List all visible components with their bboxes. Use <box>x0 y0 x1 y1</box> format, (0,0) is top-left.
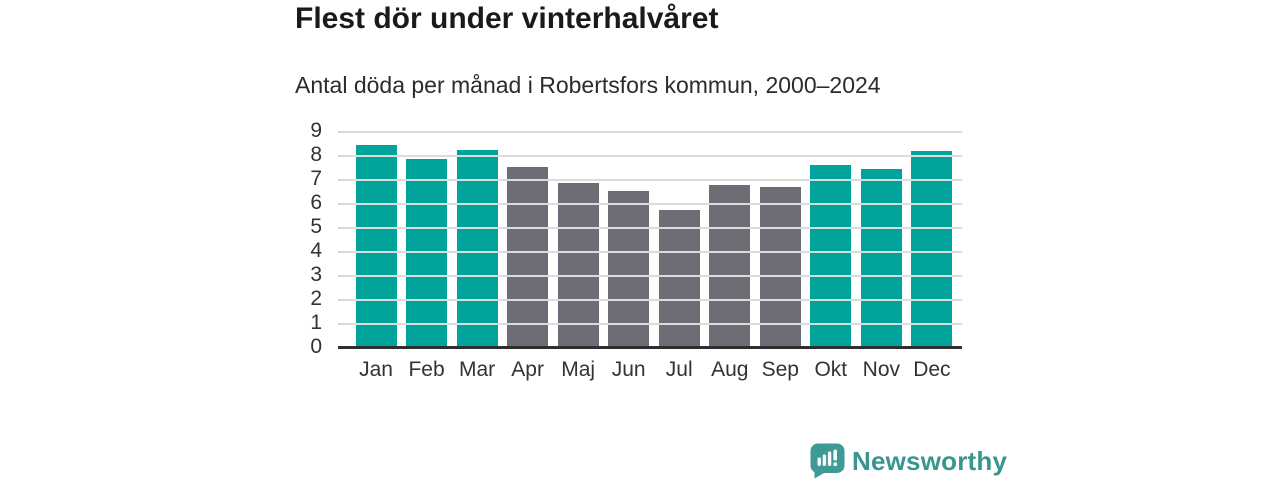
bar-apr <box>507 167 549 347</box>
x-axis-label-jan: Jan <box>359 358 393 381</box>
logo-mini-bar-chart <box>817 449 838 467</box>
bar-dec <box>911 151 953 347</box>
x-axis-label-maj: Maj <box>561 358 596 381</box>
bar-jun <box>608 191 650 347</box>
plot-area <box>338 131 962 347</box>
x-axis-label-apr: Apr <box>511 358 544 381</box>
y-axis-label-7: 7 <box>310 167 322 191</box>
bar-aug <box>709 185 751 347</box>
page-title: Flest dör under vinterhalvåret <box>295 2 719 35</box>
y-axis-label-9: 9 <box>310 119 322 143</box>
x-axis-label-okt: Okt <box>814 358 848 381</box>
newsworthy-logo-icon <box>810 443 845 479</box>
bar-jul <box>658 210 700 347</box>
y-tick-2 <box>338 299 346 301</box>
x-axis-label-sep: Sep <box>761 358 799 381</box>
x-axis-label-mar: Mar <box>459 358 496 381</box>
bar-sep <box>759 187 801 347</box>
y-tick-3 <box>338 275 346 277</box>
gridline-7 <box>346 179 962 181</box>
x-axis-label-dec: Dec <box>913 358 951 381</box>
x-axis: Jan Feb Mar Apr Maj Jun Jul Aug Sep Okt Nov Dec <box>346 358 962 382</box>
y-tick-6 <box>338 203 346 205</box>
newsworthy-logo[interactable]: Newsworthy <box>810 443 1007 479</box>
gridline-9 <box>346 131 962 133</box>
x-axis-line <box>338 346 962 349</box>
gridline-6 <box>346 203 962 205</box>
gridline-3 <box>346 275 962 277</box>
x-axis-label-jul: Jul <box>665 358 693 381</box>
x-axis-label-jun: Jun <box>611 358 646 381</box>
y-axis-label-3: 3 <box>310 263 322 287</box>
x-axis-label-feb: Feb <box>408 358 445 381</box>
y-tick-7 <box>338 179 346 181</box>
gridline-5 <box>346 227 962 229</box>
y-tick-5 <box>338 227 346 229</box>
gridline-4 <box>346 251 962 253</box>
bar-maj <box>557 182 599 347</box>
y-axis-label-6: 6 <box>310 191 322 215</box>
x-axis-label-aug: Aug <box>711 358 749 381</box>
y-axis-label-0: 0 <box>310 335 322 359</box>
bars-container <box>346 131 962 347</box>
bar-feb <box>406 158 448 347</box>
gridline-2 <box>346 299 962 301</box>
bar-nov <box>860 169 902 347</box>
x-axis-label-nov: Nov <box>862 358 901 381</box>
y-axis-label-1: 1 <box>310 311 322 335</box>
y-tick-1 <box>338 323 346 325</box>
logo-bubble <box>810 443 845 479</box>
y-axis-label-5: 5 <box>310 215 322 239</box>
bar-mar <box>456 150 498 347</box>
y-tick-8 <box>338 155 346 157</box>
y-tick-9 <box>338 131 346 133</box>
bar-okt <box>810 164 852 347</box>
newsworthy-logo-text: Newsworthy <box>852 445 1008 476</box>
gridline-1 <box>346 323 962 325</box>
y-axis-label-4: 4 <box>310 239 322 263</box>
y-axis-label-8: 8 <box>310 143 322 167</box>
gridline-8 <box>346 155 962 157</box>
y-axis-label-2: 2 <box>310 287 322 311</box>
y-tick-4 <box>338 251 346 253</box>
bar-jan <box>355 145 397 347</box>
chart-subtitle: Antal döda per månad i Robertsfors kommu… <box>295 72 881 98</box>
